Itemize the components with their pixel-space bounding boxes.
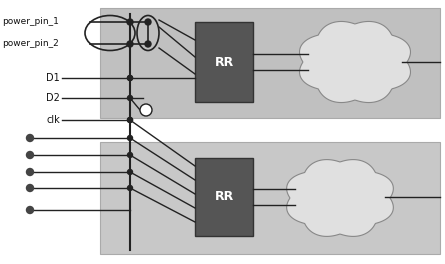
Circle shape xyxy=(27,168,33,176)
Circle shape xyxy=(27,134,33,142)
Circle shape xyxy=(128,153,133,158)
Polygon shape xyxy=(287,160,393,236)
Text: D2: D2 xyxy=(46,93,60,103)
Circle shape xyxy=(128,76,133,81)
Circle shape xyxy=(128,117,133,122)
Text: power_pin_1: power_pin_1 xyxy=(2,17,59,26)
Bar xyxy=(100,142,440,254)
Bar xyxy=(100,8,440,118)
Text: clk: clk xyxy=(46,115,60,125)
Circle shape xyxy=(128,169,133,175)
Circle shape xyxy=(127,19,133,25)
Circle shape xyxy=(128,117,133,122)
Circle shape xyxy=(27,152,33,158)
Bar xyxy=(195,158,253,236)
Polygon shape xyxy=(299,21,410,102)
Text: RR: RR xyxy=(214,55,234,68)
Circle shape xyxy=(27,206,33,214)
Text: D1: D1 xyxy=(46,73,60,83)
Circle shape xyxy=(128,76,133,81)
Circle shape xyxy=(127,41,133,47)
Text: RR: RR xyxy=(214,191,234,204)
Circle shape xyxy=(128,135,133,140)
Bar xyxy=(195,22,253,102)
Circle shape xyxy=(145,41,151,47)
Circle shape xyxy=(27,185,33,191)
Circle shape xyxy=(140,104,152,116)
Circle shape xyxy=(128,186,133,191)
Circle shape xyxy=(145,19,151,25)
Text: power_pin_2: power_pin_2 xyxy=(2,40,59,49)
Circle shape xyxy=(128,96,133,101)
